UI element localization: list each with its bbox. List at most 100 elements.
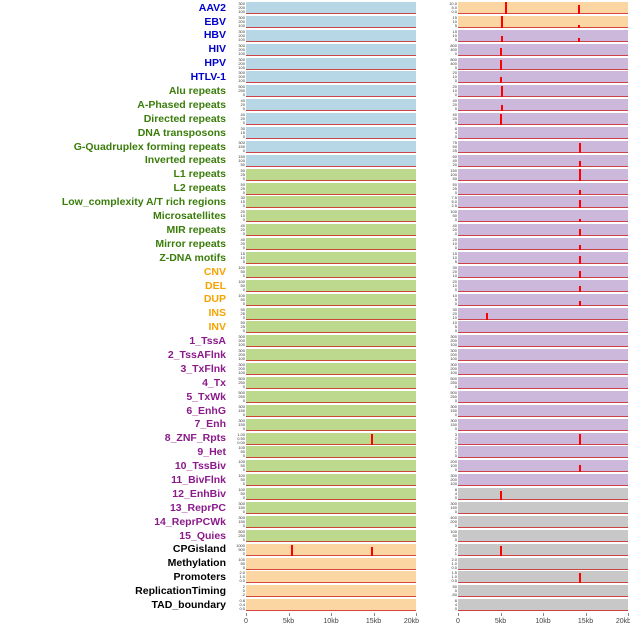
left-y-axis-ticks: 3002001000 bbox=[232, 58, 246, 70]
y-tick-label: 30 bbox=[452, 265, 457, 270]
y-tick-label: 1.5 bbox=[451, 571, 457, 576]
row-label: 14_ReprPCWk bbox=[154, 516, 226, 528]
y-tick-label: 25 bbox=[240, 171, 245, 177]
signal-baseline bbox=[458, 554, 628, 556]
row-label: HBV bbox=[203, 30, 226, 41]
track-row: A-Phased repeats 40 20 0 40 20 0 bbox=[0, 98, 630, 112]
signal-spike bbox=[499, 114, 502, 126]
right-track-strip bbox=[458, 293, 628, 306]
x-tick-mark bbox=[628, 613, 629, 616]
y-tick-label: 300 bbox=[238, 363, 245, 368]
y-tick-label: 300 bbox=[450, 474, 457, 479]
signal-baseline bbox=[458, 304, 628, 306]
right-y-axis-ticks: 3210 bbox=[444, 433, 458, 445]
y-tick-label: 2 bbox=[454, 446, 457, 451]
signal-baseline bbox=[458, 96, 628, 98]
y-tick-label: 100 bbox=[238, 293, 245, 298]
y-tick-label: 50 bbox=[452, 143, 457, 149]
y-tick-label: 800 bbox=[450, 43, 457, 48]
signal-baseline bbox=[458, 151, 628, 153]
left-track-strip bbox=[246, 363, 416, 376]
y-tick-label: 0 bbox=[242, 175, 245, 181]
right-y-axis-ticks: 3002001000 bbox=[444, 349, 458, 361]
left-track-strip bbox=[246, 15, 416, 28]
left-track-strip bbox=[246, 196, 416, 209]
right-y-axis-ticks: 100 50 0 bbox=[444, 210, 458, 222]
signal-baseline bbox=[458, 82, 628, 84]
signal-baseline bbox=[458, 249, 628, 251]
signal-baseline bbox=[246, 40, 416, 42]
y-tick-label: 100 bbox=[450, 529, 457, 534]
y-tick-label: 0 bbox=[242, 588, 245, 594]
y-tick-label: 500 bbox=[238, 390, 245, 395]
y-tick-label: 300 bbox=[238, 15, 245, 20]
y-tick-label: 100 bbox=[238, 50, 245, 56]
signal-spike bbox=[579, 285, 582, 292]
y-tick-label: 100 bbox=[450, 210, 457, 215]
y-tick-label: 2.0 bbox=[239, 571, 245, 576]
y-tick-label: 0 bbox=[454, 245, 457, 251]
left-y-axis-ticks: 100 50 0 bbox=[232, 266, 246, 278]
x-tick-label: 0 bbox=[244, 618, 248, 625]
left-track-strip bbox=[246, 99, 416, 112]
signal-baseline bbox=[246, 387, 416, 389]
y-tick-label: 15 bbox=[240, 199, 245, 205]
right-y-axis-ticks: 151050 bbox=[444, 16, 458, 28]
y-tick-label: 20 bbox=[240, 102, 245, 108]
signal-spike bbox=[499, 77, 502, 84]
track-rows: AAV2300200100010.05.00.0EBV3002001000151… bbox=[0, 1, 630, 612]
y-tick-label: 20 bbox=[452, 227, 457, 233]
y-tick-label: 0.0 bbox=[451, 8, 457, 14]
y-tick-label: 200 bbox=[450, 518, 457, 524]
signal-baseline bbox=[458, 207, 628, 209]
right-y-axis-ticks: 3020100 bbox=[444, 308, 458, 320]
y-tick-label: 100 bbox=[450, 481, 457, 487]
signal-baseline bbox=[246, 457, 416, 459]
right-track-strip bbox=[458, 363, 628, 376]
y-tick-label: 100 bbox=[450, 171, 457, 177]
left-y-axis-ticks: 3002001000 bbox=[232, 16, 246, 28]
right-track-strip bbox=[458, 446, 628, 459]
y-tick-label: 10 bbox=[240, 213, 245, 219]
x-tick-label: 20kb bbox=[615, 618, 630, 625]
y-tick-label: 40 bbox=[240, 238, 245, 243]
signal-baseline bbox=[246, 471, 416, 473]
right-track-strip bbox=[458, 474, 628, 487]
y-tick-label: 200 bbox=[238, 4, 245, 10]
x-tick-mark bbox=[543, 613, 544, 616]
right-track-strip bbox=[458, 85, 628, 98]
right-y-axis-ticks: 10 5 0 bbox=[444, 321, 458, 333]
left-y-axis-ticks: 1000 500 0 bbox=[232, 544, 246, 556]
y-tick-label: 100 bbox=[450, 370, 457, 376]
y-tick-label: 100 bbox=[238, 22, 245, 28]
y-tick-label: 0 bbox=[242, 133, 245, 139]
row-label: Inverted repeats bbox=[144, 155, 226, 166]
signal-baseline bbox=[458, 610, 628, 612]
row-label: Methylation bbox=[167, 558, 226, 569]
y-tick-label: 250 bbox=[238, 379, 245, 385]
left-y-axis-ticks: 100 50 0 bbox=[232, 280, 246, 292]
track-row: Low_complexity A/T rich regions 30 15 0 7.5 5… bbox=[0, 195, 630, 209]
y-tick-label: 40 bbox=[452, 157, 457, 163]
y-tick-label: 50 bbox=[452, 213, 457, 219]
right-y-axis-ticks: 3002001000 bbox=[444, 474, 458, 486]
y-tick-label: 20 bbox=[452, 310, 457, 316]
x-tick-mark bbox=[373, 613, 375, 616]
y-tick-label: 30 bbox=[452, 307, 457, 312]
y-tick-label: 20 bbox=[452, 102, 457, 108]
track-row: 10_TssBiv 100 50 0 200 100 0 bbox=[0, 459, 630, 473]
signal-baseline bbox=[458, 360, 628, 362]
y-tick-label: 20 bbox=[240, 227, 245, 233]
signal-baseline bbox=[246, 332, 416, 334]
y-tick-label: 0 bbox=[454, 467, 457, 473]
y-tick-label: 0 bbox=[454, 522, 457, 528]
signal-baseline bbox=[246, 96, 416, 98]
right-y-axis-ticks: 20 10 0 bbox=[444, 238, 458, 250]
row-label: Mirror repeats bbox=[155, 238, 226, 250]
right-y-axis-ticks: 300 150 0 bbox=[444, 502, 458, 514]
y-tick-label: 0.00 bbox=[237, 439, 245, 445]
y-tick-label: 50 bbox=[240, 161, 245, 167]
left-y-axis-ticks: 300 150 0 bbox=[232, 141, 246, 153]
